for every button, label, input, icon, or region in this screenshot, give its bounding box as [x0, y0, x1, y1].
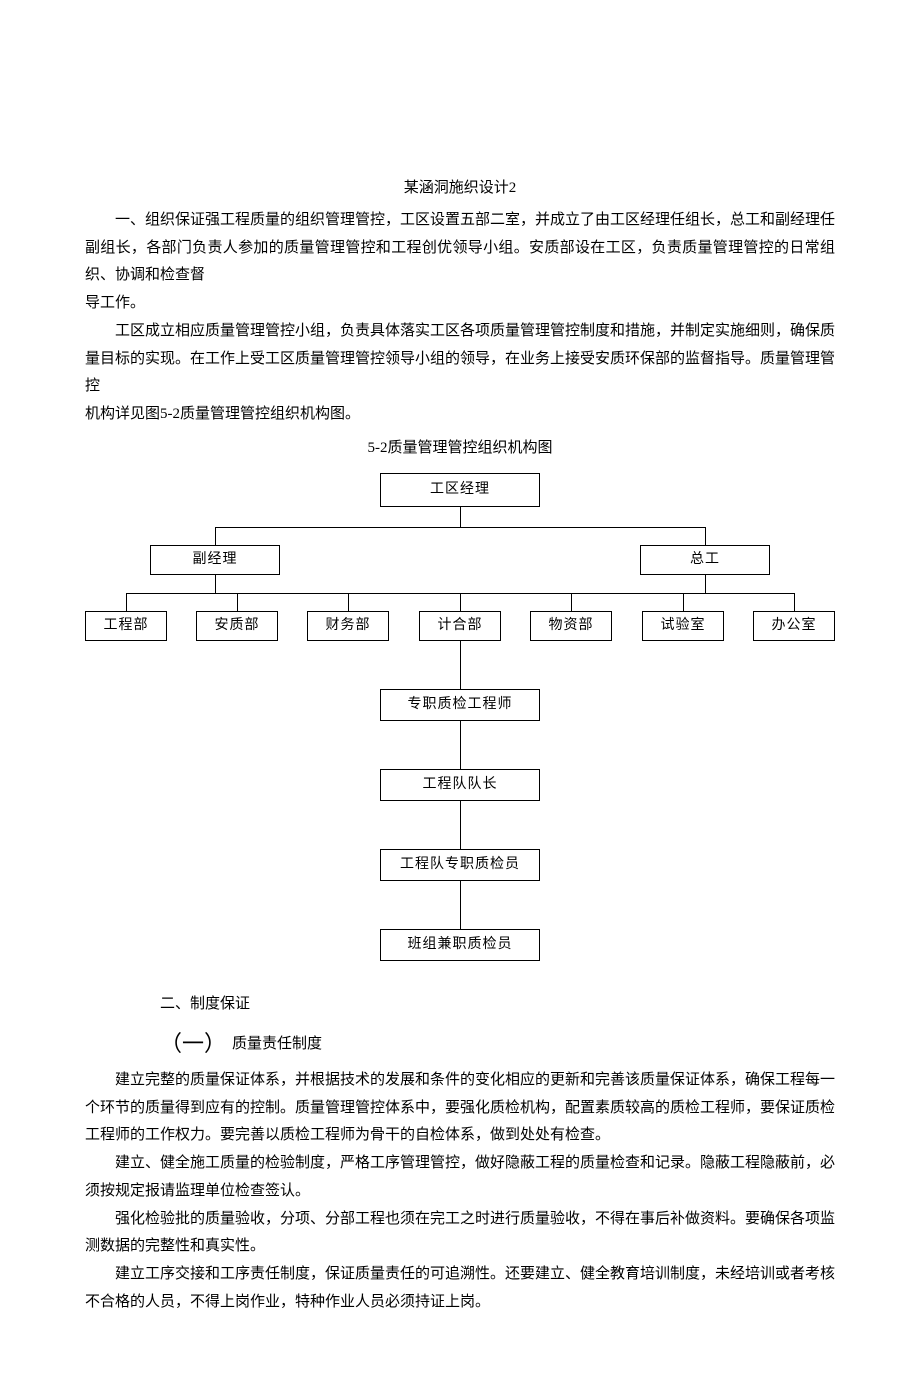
subhead-label: 质量责任制度: [232, 1031, 322, 1059]
org-line: [460, 507, 461, 527]
paragraph-6: 建立工序交接和工序责任制度，保证质量责任的可追溯性。还要建立、健全教育培训制度，…: [85, 1261, 835, 1317]
org-node-l3-4: 物资部: [530, 611, 612, 641]
org-node-l3-0: 工程部: [85, 611, 167, 641]
org-line: [215, 527, 216, 545]
section-2-subhead: （一） 质量责任制度: [160, 1024, 835, 1065]
paragraph-2: 工区成立相应质量管理管控小组，负责具体落实工区各项质量管理管控制度和措施，并制定…: [85, 318, 835, 401]
paragraph-3: 建立完整的质量保证体系，并根据技术的发展和条件的变化相应的更新和完善该质量保证体…: [85, 1067, 835, 1150]
org-chart: 工区经理 副经理 总工 工程部 安质部 财务部 计合部 物资部 试验室 办公室: [85, 473, 835, 973]
org-node-chain-1: 工程队队长: [380, 769, 540, 801]
org-line: [126, 593, 127, 611]
org-node-l3-1: 安质部: [196, 611, 278, 641]
org-line: [683, 593, 684, 611]
org-line: [705, 527, 706, 545]
org-line: [215, 575, 216, 593]
org-node-l3-3: 计合部: [419, 611, 501, 641]
paragraph-1b: 导工作。: [85, 290, 835, 318]
org-line: [571, 593, 572, 611]
paragraph-4: 建立、健全施工质量的检验制度，严格工序管理管控，做好隐蔽工程的质量检查和记录。隐…: [85, 1150, 835, 1206]
paragraph-1: 一、组织保证强工程质量的组织管理管控，工区设置五部二室，并成立了由工区经理任组长…: [85, 207, 835, 290]
org-line: [794, 593, 795, 611]
org-line: [460, 641, 461, 689]
chart-caption: 5-2质量管理管控组织机构图: [85, 435, 835, 463]
org-node-chain-3: 班组兼职质检员: [380, 929, 540, 961]
org-line: [460, 721, 461, 769]
org-line: [460, 881, 461, 929]
org-node-l2-0: 副经理: [150, 545, 280, 575]
org-node-chain-2: 工程队专职质检员: [380, 849, 540, 881]
paragraph-5: 强化检验批的质量验收，分项、分部工程也须在完工之时进行质量验收，不得在事后补做资…: [85, 1206, 835, 1262]
subhead-paren: （一）: [160, 1024, 226, 1065]
org-line: [237, 593, 238, 611]
org-line: [215, 527, 705, 528]
section-2-head: 二、制度保证: [85, 991, 835, 1019]
org-line: [460, 593, 461, 611]
org-line: [348, 593, 349, 611]
org-node-l3-2: 财务部: [307, 611, 389, 641]
org-line: [705, 575, 706, 593]
org-node-top: 工区经理: [380, 473, 540, 507]
document-page: 某涵洞施织设计2 一、组织保证强工程质量的组织管理管控，工区设置五部二室，并成立…: [0, 0, 920, 1377]
org-line: [460, 801, 461, 849]
doc-title: 某涵洞施织设计2: [85, 175, 835, 203]
org-node-l2-1: 总工: [640, 545, 770, 575]
org-node-l3-5: 试验室: [642, 611, 724, 641]
paragraph-2b: 机构详见图5-2质量管理管控组织机构图。: [85, 401, 835, 429]
org-node-chain-0: 专职质检工程师: [380, 689, 540, 721]
org-node-l3-6: 办公室: [753, 611, 835, 641]
